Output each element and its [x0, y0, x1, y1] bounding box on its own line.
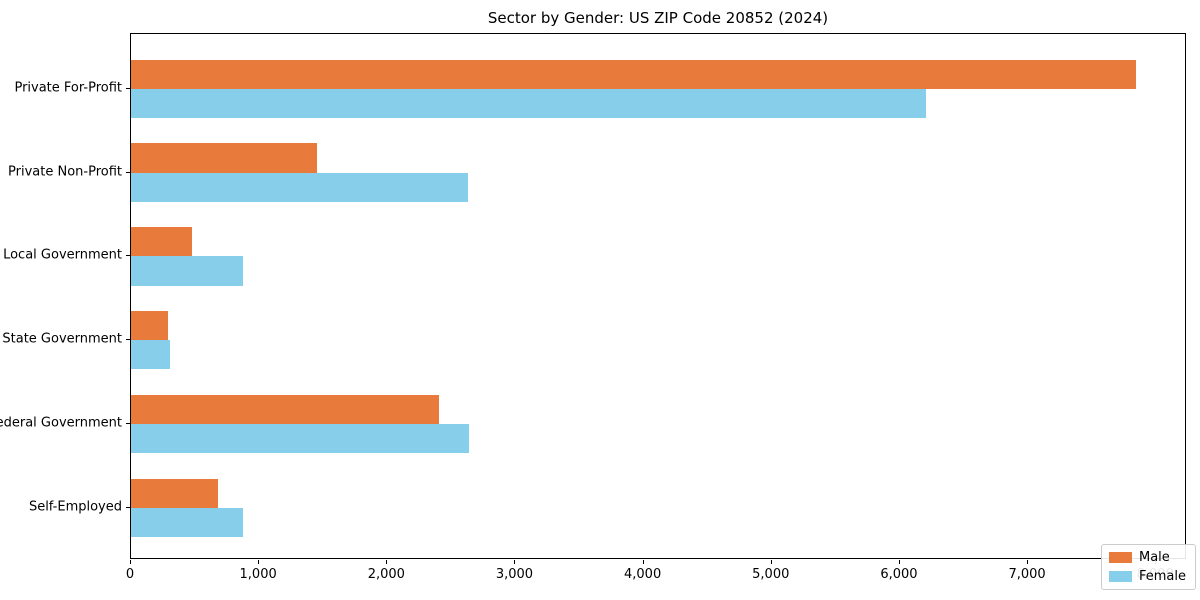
bar-male-2 — [131, 143, 317, 173]
y-tick-mark — [126, 87, 130, 89]
x-tick-label: 3,000 — [495, 567, 534, 582]
y-tick-mark — [126, 339, 130, 341]
bar-female-1 — [131, 88, 926, 118]
y-axis-label: Private Non-Profit — [8, 164, 122, 180]
legend-item-male: Male — [1108, 550, 1186, 565]
bar-female-5 — [131, 424, 470, 454]
x-tick-label: 2,000 — [367, 567, 405, 582]
y-tick-mark — [126, 171, 130, 173]
x-tick-label: 6,000 — [880, 567, 918, 582]
chart-title: Sector by Gender: US ZIP Code 20852 (202… — [487, 9, 829, 27]
legend-label: Male — [1138, 550, 1170, 565]
x-tick-mark — [514, 560, 516, 564]
x-tick-mark — [386, 560, 388, 564]
bar-female-2 — [131, 172, 469, 202]
bar-male-6 — [131, 478, 219, 508]
bar-female-3 — [131, 256, 244, 286]
x-tick-mark — [770, 560, 772, 564]
bar-female-6 — [131, 508, 244, 538]
y-axis-label: Federal Government — [0, 415, 122, 431]
legend-swatch-female — [1108, 571, 1132, 582]
legend-label: Female — [1138, 569, 1186, 584]
x-tick-mark — [898, 560, 900, 564]
legend-item-female: Female — [1108, 569, 1186, 584]
x-tick-label: 5,000 — [752, 567, 790, 582]
bar-male-4 — [131, 311, 169, 341]
bar-male-1 — [131, 59, 1137, 89]
plot-area — [130, 33, 1186, 559]
legend: Male Female — [1100, 544, 1196, 590]
y-tick-mark — [126, 507, 130, 508]
bar-male-3 — [131, 227, 192, 257]
legend-swatch-male — [1108, 552, 1132, 563]
x-tick-label: 4,000 — [624, 567, 662, 582]
x-tick-mark — [642, 560, 644, 564]
x-tick-label: 1,000 — [239, 567, 277, 582]
y-axis-label: State Government — [2, 331, 122, 347]
x-tick-mark — [258, 560, 260, 564]
x-tick-mark — [130, 560, 131, 564]
y-tick-mark — [126, 423, 130, 425]
y-axis-label: Self-Employed — [28, 499, 122, 515]
y-tick-mark — [126, 255, 130, 257]
bar-male-5 — [131, 394, 440, 425]
y-axis-label: Local Government — [3, 247, 122, 263]
x-tick-label: 7,000 — [1008, 567, 1046, 582]
x-tick-mark — [1027, 560, 1029, 564]
x-tick-label: 0 — [125, 567, 135, 582]
y-axis-label: Private For-Profit — [14, 80, 122, 96]
bar-female-4 — [131, 340, 171, 370]
